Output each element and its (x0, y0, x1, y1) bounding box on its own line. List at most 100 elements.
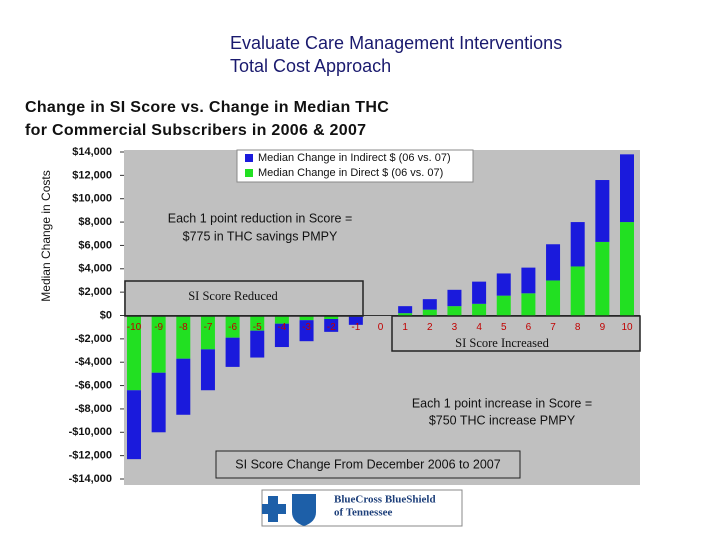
bar (521, 293, 536, 316)
bar (151, 315, 166, 373)
y-axis-label: Median Change in Costs (39, 170, 53, 301)
x-tick-label: -3 (302, 322, 311, 333)
x-tick-label: 1 (402, 322, 408, 333)
bar (447, 289, 462, 307)
bar (299, 315, 314, 321)
bar (127, 315, 141, 391)
x-tick-label: 6 (526, 322, 532, 333)
bar (250, 330, 265, 358)
y-tick-label: -$2,000 (75, 333, 112, 345)
x-tick-label: -8 (179, 322, 188, 333)
bar (200, 315, 215, 350)
x-tick-label: -1 (351, 322, 360, 333)
x-tick-label: 7 (550, 322, 556, 333)
annotation: Each 1 point reduction in Score = (168, 211, 353, 225)
y-tick-label: $4,000 (78, 263, 112, 275)
bar (422, 299, 437, 310)
y-tick-label: -$6,000 (75, 379, 112, 391)
annotation: $750 THC increase PMPY (429, 413, 576, 427)
y-tick-label: $14,000 (72, 146, 112, 158)
annotation: SI Score Change From December 2006 to 20… (235, 457, 500, 471)
legend (236, 149, 474, 183)
bar (595, 180, 610, 242)
y-tick-label: $6,000 (78, 239, 112, 251)
bar (546, 280, 561, 316)
legend-label: Median Change in Indirect $ (06 vs. 07) (258, 152, 451, 164)
bar (176, 315, 191, 359)
x-tick-label: 5 (501, 322, 507, 333)
x-tick-label: 2 (427, 322, 433, 333)
annotation: SI Score Reduced (188, 289, 278, 303)
bar (620, 154, 634, 223)
x-tick-label: -4 (277, 322, 286, 333)
legend-items: Median Change in Indirect $ (06 vs. 07) M… (245, 152, 451, 179)
x-tick-label: -9 (154, 322, 163, 333)
y-tick-label: $10,000 (72, 193, 112, 205)
bar (447, 306, 462, 316)
bar (398, 313, 413, 316)
x-tick-label: 8 (575, 322, 581, 333)
bar (570, 266, 585, 316)
plot: $14,000 $12,000 $10,000 $8,000 $6,000 $4,000 $… (69, 146, 640, 485)
chart-title: Change in SI Score vs. Change in Median … (25, 99, 389, 116)
logo-text: of Tennessee (334, 507, 392, 519)
bar (127, 390, 141, 460)
bar (176, 358, 191, 415)
annotation: $775 in THC savings PMPY (183, 229, 338, 243)
bar (472, 303, 487, 316)
bar (521, 267, 536, 294)
y-tick-label: -$10,000 (69, 426, 112, 438)
logo-cross (262, 496, 286, 522)
x-tick-label: 9 (600, 322, 606, 333)
y-tick-label: $8,000 (78, 216, 112, 228)
annotation: Each 1 point increase in Score = (412, 396, 592, 410)
y-tick-label: -$8,000 (75, 403, 112, 415)
y-tick-label: $2,000 (78, 286, 112, 298)
increased-box (391, 315, 641, 352)
header-title: Evaluate Care Management Interventions (230, 33, 562, 53)
x-tick-label: -7 (203, 322, 212, 333)
bar (496, 295, 511, 316)
logo-shield (292, 494, 316, 526)
bar (250, 315, 265, 331)
bar (570, 222, 585, 267)
bar (274, 315, 289, 324)
bar (472, 281, 487, 304)
x-tick-label: 10 (621, 322, 633, 333)
bar (324, 315, 339, 320)
y-tick-label: $12,000 (72, 169, 112, 181)
x-tick-label: 4 (476, 322, 482, 333)
x-tick-label: -6 (228, 322, 237, 333)
bar (398, 306, 413, 314)
bar (274, 323, 289, 348)
bar (200, 349, 215, 391)
y-tick-label: -$4,000 (75, 356, 112, 368)
bar (595, 241, 610, 316)
bar (348, 316, 363, 325)
chart-title: for Commercial Subscribers in 2006 & 200… (25, 122, 366, 139)
bar (422, 309, 437, 316)
bar (299, 320, 314, 342)
legend-label: Median Change in Direct $ (06 vs. 07) (258, 167, 443, 179)
y-tick-label: -$12,000 (69, 450, 112, 462)
header-subtitle: Total Cost Approach (230, 56, 391, 76)
bar (324, 319, 339, 332)
legend-swatch (245, 154, 253, 162)
x-tick-label: -10 (127, 322, 142, 333)
bar (225, 315, 240, 338)
x-tick-label: 0 (378, 322, 384, 333)
x-tick-label: 3 (452, 322, 458, 333)
bar (546, 244, 561, 281)
bar (225, 337, 240, 367)
bar (620, 222, 634, 316)
x-tick-label: -5 (253, 322, 262, 333)
logo-text: BlueCross BlueShield (334, 494, 436, 506)
legend-swatch (245, 169, 253, 177)
change-box (215, 450, 521, 479)
reduced-box (124, 280, 364, 317)
y-tick-label: $0 (100, 309, 112, 321)
bar (151, 372, 166, 433)
x-tick-label: -2 (327, 322, 336, 333)
annotation: SI Score Increased (455, 336, 549, 350)
